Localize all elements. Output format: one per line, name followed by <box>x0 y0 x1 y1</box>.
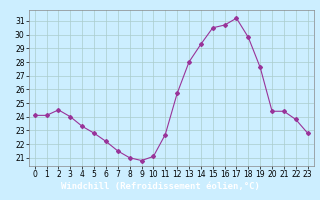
Text: Windchill (Refroidissement éolien,°C): Windchill (Refroidissement éolien,°C) <box>60 182 260 192</box>
